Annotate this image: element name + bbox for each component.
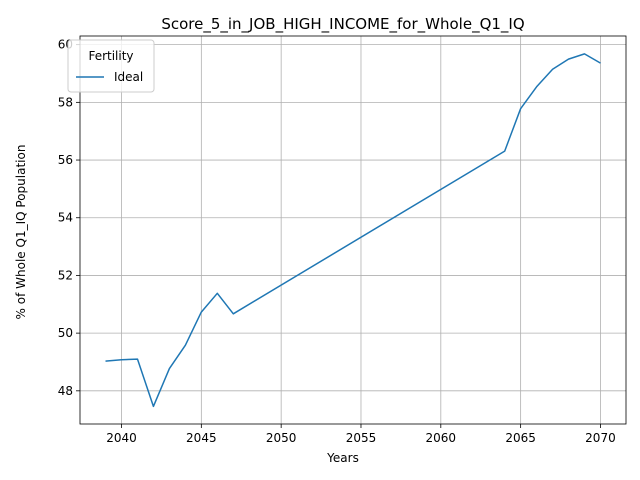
x-axis: 2040 2045 2050 2055 2060 2065 2070	[106, 424, 616, 445]
plot-area	[105, 53, 601, 408]
legend-entry-ideal: Ideal	[114, 70, 143, 84]
y-tick-label: 52	[58, 268, 73, 282]
series-line-ideal	[105, 53, 601, 408]
x-tick-label: 2070	[585, 431, 616, 445]
x-tick-label: 2055	[346, 431, 377, 445]
y-tick-label: 56	[58, 153, 73, 167]
y-axis-label: % of Whole Q1_IQ Population	[14, 145, 28, 320]
axes-frame	[79, 35, 627, 425]
x-tick-label: 2050	[266, 431, 297, 445]
x-tick-label: 2065	[505, 431, 536, 445]
y-tick-label: 54	[58, 211, 73, 225]
x-tick-label: 2040	[106, 431, 137, 445]
y-tick-label: 50	[58, 326, 73, 340]
x-tick-label: 2060	[426, 431, 457, 445]
grid	[80, 36, 626, 424]
y-tick-label: 48	[58, 384, 73, 398]
legend-title: Fertility	[88, 49, 133, 63]
y-tick-label: 58	[58, 95, 73, 109]
x-tick-label: 2045	[186, 431, 217, 445]
legend-box	[67, 39, 155, 93]
chart-title: Score_5_in_JOB_HIGH_INCOME_for_Whole_Q1_…	[161, 15, 524, 34]
legend: Fertility Ideal	[67, 39, 155, 93]
x-axis-label: Years	[326, 451, 359, 465]
